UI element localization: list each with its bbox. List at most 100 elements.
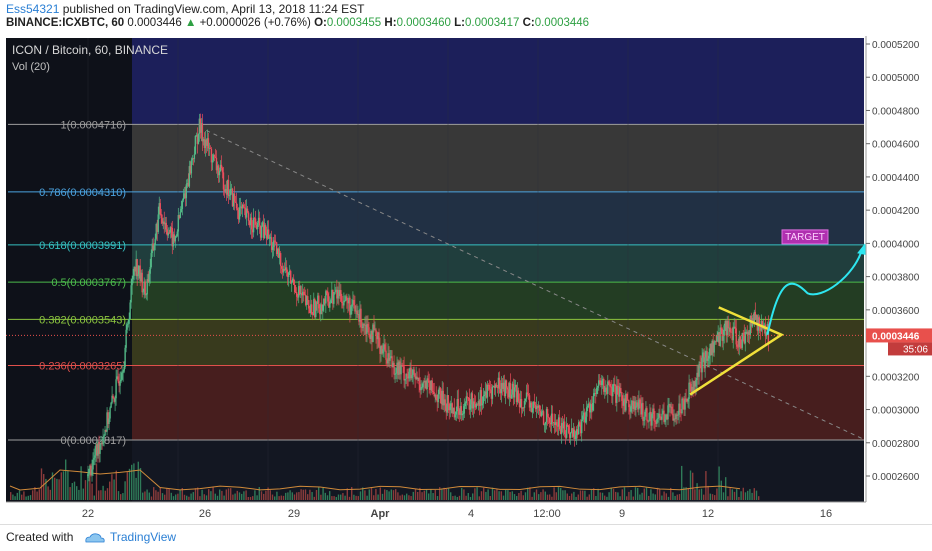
volume-bar xyxy=(296,492,298,500)
candle-body xyxy=(618,386,620,397)
candle-body xyxy=(318,295,320,309)
candle-body xyxy=(419,384,421,391)
volume-bar xyxy=(179,489,181,500)
candle-body xyxy=(498,377,501,389)
volume-bar xyxy=(707,485,709,500)
volume-bar xyxy=(458,495,461,500)
candle-body xyxy=(395,373,397,375)
volume-bar xyxy=(170,492,172,500)
candle-body xyxy=(764,324,767,337)
candle-body xyxy=(694,381,696,387)
candle-body xyxy=(570,428,573,433)
volume-bar xyxy=(694,489,696,500)
volume-bar xyxy=(43,474,45,500)
chart-area[interactable]: 1(0.0004716) 0.786(0.0004310) 0.618(0.0003… xyxy=(0,36,932,524)
candle-body xyxy=(115,379,117,399)
volume-bar xyxy=(450,492,452,500)
volume-bar xyxy=(258,487,260,500)
volume-bar xyxy=(122,493,124,500)
candle-body xyxy=(217,165,220,176)
candle-body xyxy=(451,403,453,414)
volume-bar xyxy=(135,477,137,500)
volume-bar xyxy=(722,492,725,500)
candle-body xyxy=(253,218,256,219)
candle-body xyxy=(173,234,175,242)
volume-bar xyxy=(573,491,575,500)
candle-body xyxy=(565,424,568,438)
candle-body xyxy=(699,363,701,365)
candle-body xyxy=(697,372,699,377)
candle-body xyxy=(207,138,210,149)
volume-bar xyxy=(93,495,95,500)
volume-bar xyxy=(725,477,727,500)
volume-bar xyxy=(234,493,236,500)
candle-body xyxy=(240,206,243,209)
candle-body xyxy=(132,275,134,280)
candle-body xyxy=(425,380,427,389)
candle-body xyxy=(352,300,354,305)
volume-bar xyxy=(368,489,370,500)
volume-bar xyxy=(388,491,390,500)
candle-body xyxy=(291,282,293,284)
time-tick-label: 9 xyxy=(619,508,625,520)
candle-body xyxy=(623,398,625,406)
candle-body xyxy=(643,419,645,421)
volume-bar xyxy=(370,487,373,500)
volume-bar xyxy=(188,496,190,500)
volume-bar xyxy=(38,489,40,500)
volume-bar xyxy=(256,495,258,500)
candle-body xyxy=(712,340,714,353)
created-with-label: Created with xyxy=(6,530,74,544)
candle-body xyxy=(596,387,598,394)
upper-shaded-region xyxy=(132,38,864,125)
candle-body xyxy=(639,399,641,404)
volume-bar xyxy=(546,494,549,500)
volume-bar xyxy=(597,488,599,500)
candle-body xyxy=(143,281,145,292)
candle-body xyxy=(347,300,349,304)
volume-bar xyxy=(661,495,663,500)
candle-body xyxy=(675,414,677,420)
candle-body xyxy=(279,253,282,267)
candle-body xyxy=(156,223,158,232)
volume-bar xyxy=(412,491,414,500)
candle-body xyxy=(358,314,360,322)
candle-body xyxy=(416,376,418,380)
tradingview-brand-link[interactable]: TradingView xyxy=(110,530,177,544)
volume-bar xyxy=(663,491,665,500)
candle-body xyxy=(250,217,253,230)
candle-body xyxy=(577,422,580,435)
volume-bar xyxy=(333,496,335,500)
volume-bar xyxy=(102,485,104,500)
candle-body xyxy=(642,402,644,421)
author-link[interactable]: Ess54321 xyxy=(6,2,60,16)
candle-body xyxy=(654,420,656,422)
candle-body xyxy=(135,259,137,272)
candle-body xyxy=(382,349,384,354)
candle-body xyxy=(514,385,517,388)
volume-bar xyxy=(755,490,758,500)
candle-body xyxy=(526,392,529,395)
candle-body xyxy=(208,147,211,149)
pre-range-shade xyxy=(6,38,132,502)
volume-bar xyxy=(687,487,689,500)
volume-bar xyxy=(111,474,113,500)
candle-body xyxy=(472,401,475,409)
candle-body xyxy=(405,373,407,380)
candle-body xyxy=(142,291,144,293)
volume-bar xyxy=(342,493,344,500)
candle-body xyxy=(470,393,473,405)
volume-bar xyxy=(630,490,632,500)
candle-body xyxy=(238,207,241,220)
candle-body xyxy=(401,364,403,366)
volume-bar xyxy=(733,491,736,500)
candle-body xyxy=(186,183,189,185)
volume-bar xyxy=(608,492,610,500)
volume-bar xyxy=(538,494,540,500)
price-chart[interactable]: 1(0.0004716) 0.786(0.0004310) 0.618(0.0003… xyxy=(0,36,932,524)
candle-body xyxy=(625,393,627,411)
candle-body xyxy=(669,404,671,408)
candle-body xyxy=(192,158,195,160)
volume-bar xyxy=(698,489,700,500)
candle-body xyxy=(624,398,626,411)
